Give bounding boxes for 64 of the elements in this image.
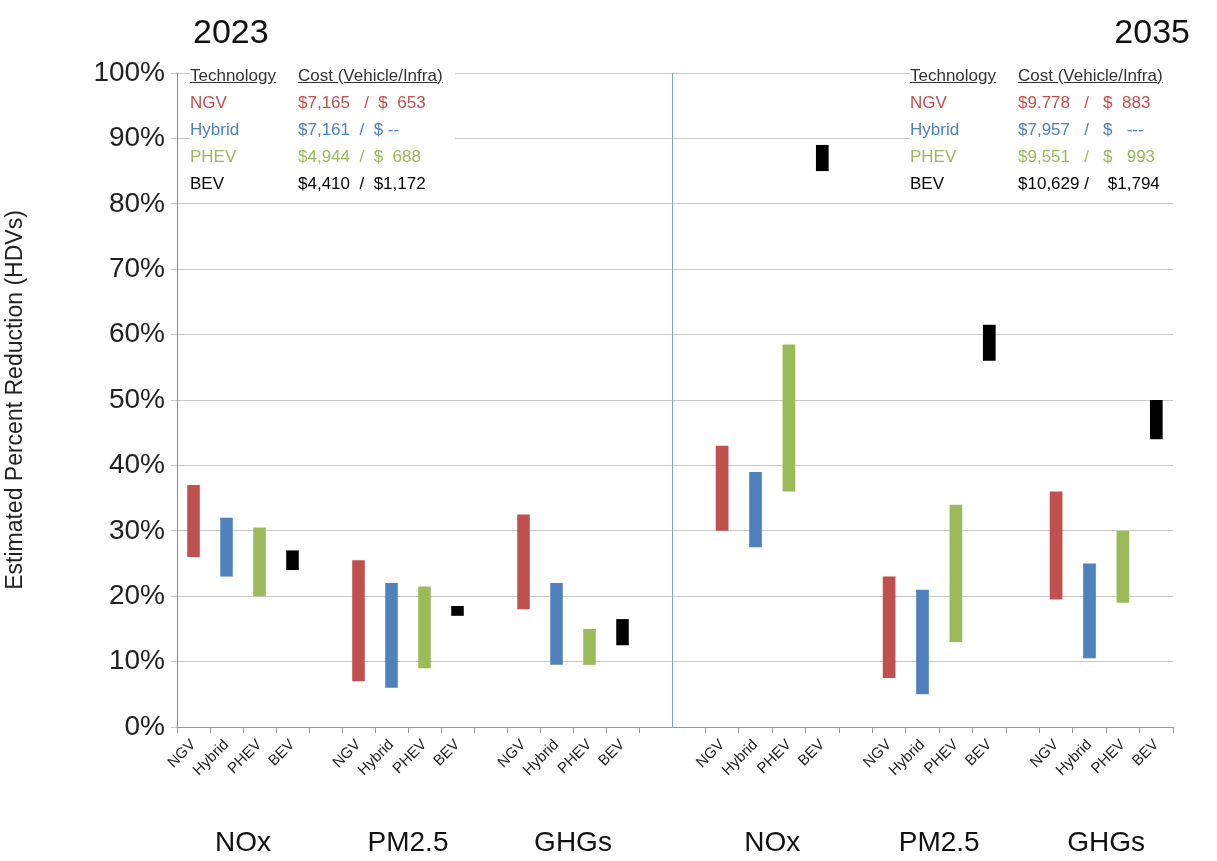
annotation: Cost (Vehicle/Infra) bbox=[298, 64, 444, 87]
annotation: $9.778 / $ 883 bbox=[1018, 91, 1152, 114]
text: NOx bbox=[744, 825, 801, 857]
text: GHGs bbox=[1067, 825, 1146, 857]
bar bbox=[385, 583, 398, 688]
y-tick-label: 20% bbox=[108, 578, 165, 610]
bar bbox=[815, 144, 829, 172]
annotation: $9,551 / $ 993 bbox=[1018, 145, 1157, 168]
y-tick-label: 0% bbox=[124, 709, 165, 741]
y-tick-label: 30% bbox=[108, 513, 165, 545]
bar bbox=[749, 471, 762, 548]
chart-title: 2035 bbox=[1114, 12, 1190, 51]
annotation: NGV bbox=[190, 91, 228, 114]
annotation: $10,629 / $1,794 bbox=[1018, 172, 1161, 195]
annotation: Hybrid bbox=[190, 118, 241, 141]
bar bbox=[418, 586, 431, 669]
annotation: BEV bbox=[910, 172, 946, 195]
y-tick-label: 10% bbox=[108, 644, 165, 676]
annotation: Hybrid bbox=[910, 118, 961, 141]
annotation: $7,161 / $ -- bbox=[298, 118, 401, 141]
y-tick-label: 80% bbox=[108, 186, 165, 218]
y-tick-label: 70% bbox=[108, 251, 165, 283]
bar bbox=[550, 583, 563, 665]
bar bbox=[916, 589, 929, 695]
y-tick-label: 100% bbox=[93, 55, 165, 87]
bar bbox=[782, 344, 796, 492]
bar bbox=[715, 445, 729, 531]
y-tick-label: 60% bbox=[108, 317, 165, 349]
annotation: NGV bbox=[910, 91, 948, 114]
bar bbox=[1049, 491, 1063, 600]
y-tick-label: 90% bbox=[108, 121, 165, 153]
annotation: Technology bbox=[190, 64, 277, 87]
y-tick-label: 50% bbox=[108, 382, 165, 414]
bar bbox=[451, 606, 464, 616]
annotation: BEV bbox=[190, 172, 226, 195]
annotation: Technology bbox=[910, 64, 997, 87]
bar bbox=[982, 324, 996, 361]
bar bbox=[220, 517, 233, 577]
bar bbox=[352, 560, 365, 682]
bar bbox=[517, 514, 530, 610]
bar bbox=[882, 576, 896, 678]
bar bbox=[1116, 530, 1130, 603]
bar bbox=[949, 504, 963, 642]
bar bbox=[1149, 400, 1163, 440]
annotation: $4,944 / $ 688 bbox=[298, 145, 422, 168]
y-tick-label: 40% bbox=[108, 448, 165, 480]
bar bbox=[583, 628, 596, 665]
text: GHGs bbox=[534, 825, 612, 857]
bar bbox=[616, 619, 629, 646]
annotation: Cost (Vehicle/Infra) bbox=[1018, 64, 1164, 87]
annotation: $4,410 / $1,172 bbox=[298, 172, 427, 195]
annotation: $7,957 / $ --- bbox=[1018, 118, 1145, 141]
text: PM2.5 bbox=[898, 825, 980, 857]
y-axis-title: Estimated Percent Reduction (HDVs) bbox=[1, 210, 28, 590]
bar bbox=[253, 527, 266, 597]
annotation: PHEV bbox=[910, 145, 958, 168]
text: NOx bbox=[215, 825, 271, 857]
chart-title: 2023 bbox=[193, 12, 269, 51]
bar bbox=[286, 550, 299, 571]
annotation: PHEV bbox=[190, 145, 238, 168]
bar bbox=[1083, 563, 1096, 659]
text: PM2.5 bbox=[367, 825, 449, 857]
annotation: $7,165 / $ 653 bbox=[298, 91, 427, 114]
bar bbox=[187, 485, 200, 557]
